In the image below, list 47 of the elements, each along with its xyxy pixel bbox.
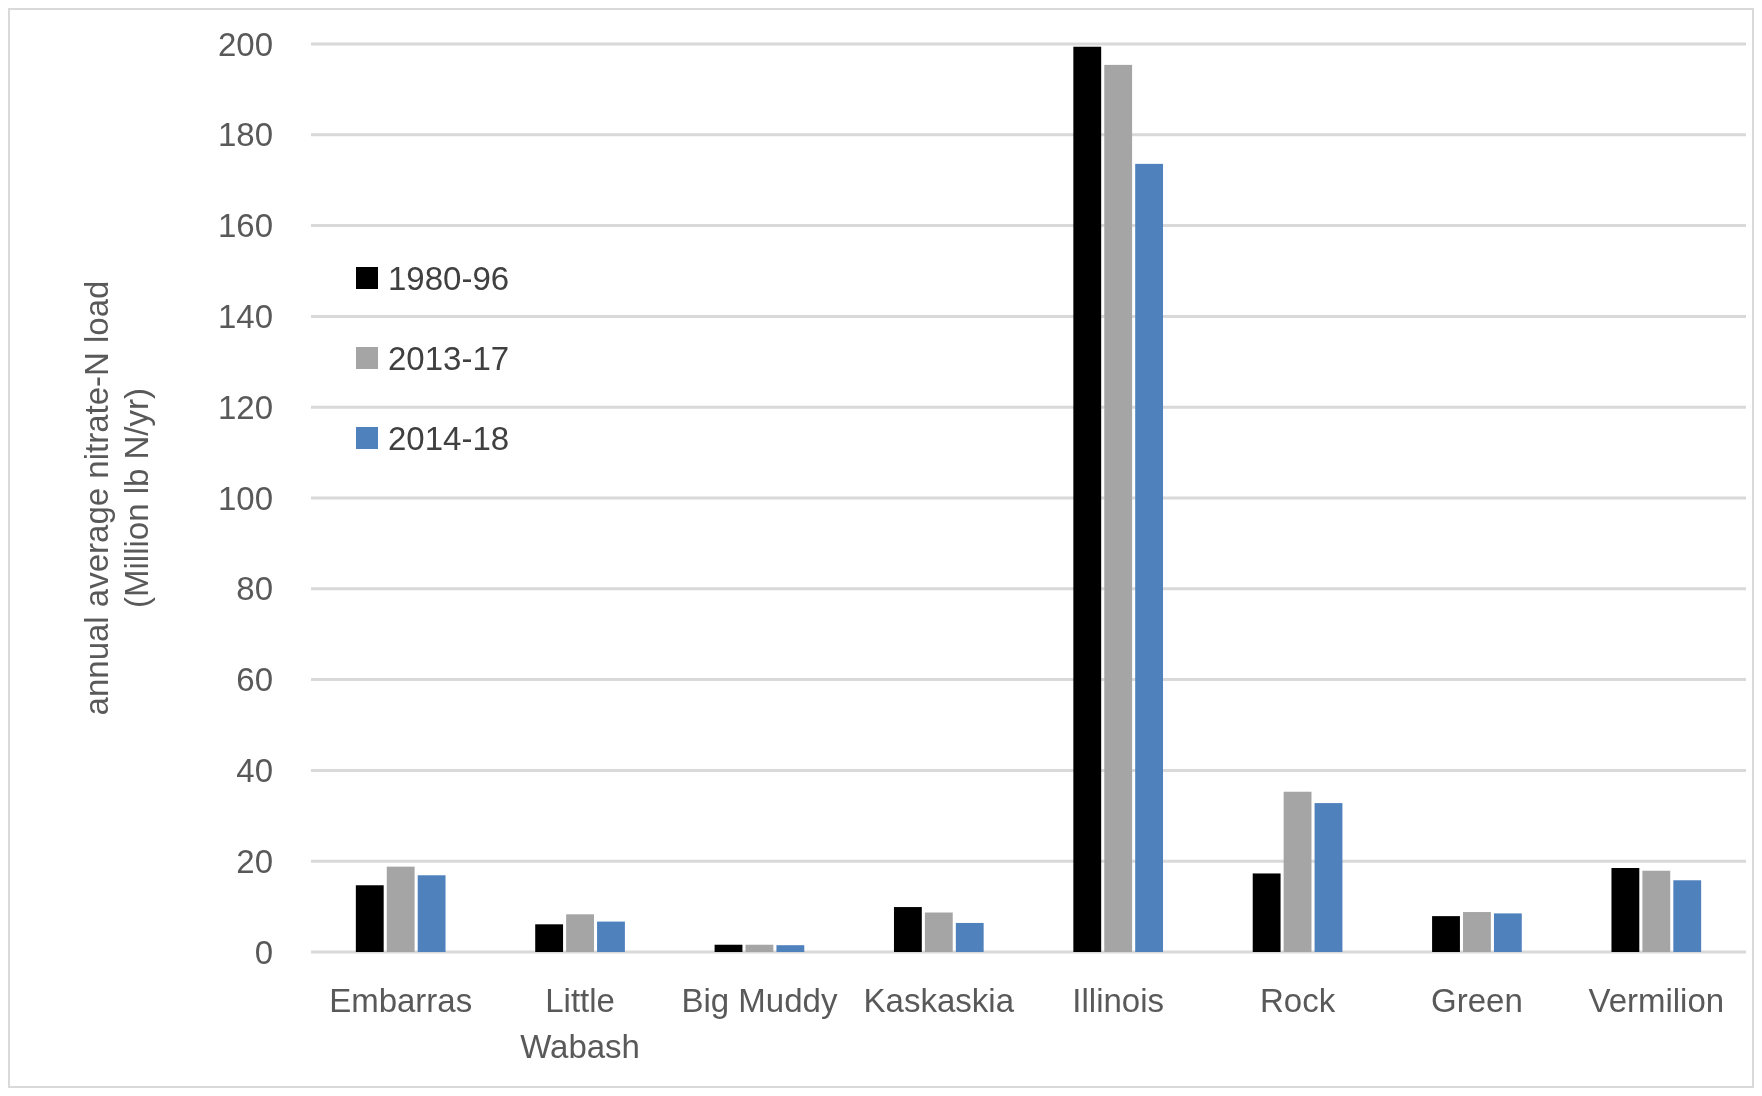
bar bbox=[1432, 916, 1460, 952]
y-tick-label: 0 bbox=[254, 933, 273, 971]
bar bbox=[714, 944, 743, 952]
bar bbox=[1283, 791, 1312, 952]
y-tick-label: 200 bbox=[217, 25, 273, 63]
y-tick-label: 140 bbox=[217, 297, 273, 335]
y-tick-label: 120 bbox=[217, 388, 273, 426]
y-tick-label: 20 bbox=[236, 842, 273, 880]
bar bbox=[597, 921, 625, 952]
bar bbox=[776, 945, 805, 952]
legend-label: 1980-96 bbox=[388, 259, 510, 297]
y-tick-label: 80 bbox=[236, 570, 273, 608]
bar bbox=[924, 912, 953, 952]
legend-label: 2013-17 bbox=[388, 339, 510, 377]
bar bbox=[386, 866, 415, 952]
x-tick-label: Embarras bbox=[329, 982, 473, 1019]
bar bbox=[955, 922, 984, 952]
bar bbox=[1493, 913, 1522, 952]
y-tick-label: 160 bbox=[217, 207, 273, 245]
x-tick-label: Green bbox=[1431, 982, 1523, 1019]
x-tick-label: Kaskaskia bbox=[863, 982, 1015, 1019]
bar bbox=[1135, 163, 1164, 952]
bar bbox=[1073, 46, 1102, 952]
bar bbox=[535, 924, 564, 952]
bar bbox=[417, 875, 446, 952]
y-axis-title: annual average nitrate-N load (Million lb N/yr) bbox=[78, 280, 155, 716]
bar bbox=[745, 944, 774, 952]
bar bbox=[1314, 803, 1343, 952]
bar bbox=[1642, 870, 1671, 952]
x-tick-label: Illinois bbox=[1072, 982, 1165, 1019]
bar bbox=[1673, 880, 1702, 952]
y-tick-label: 60 bbox=[236, 661, 273, 699]
x-tick-label: Vermilion bbox=[1588, 982, 1725, 1019]
bar bbox=[1611, 868, 1640, 952]
bar bbox=[355, 885, 384, 952]
x-tick-label: Rock bbox=[1259, 982, 1336, 1019]
bar bbox=[893, 907, 922, 952]
bar bbox=[566, 914, 594, 952]
x-tick-label: Big Muddy bbox=[681, 982, 838, 1019]
x-tick-label: Little Wabash bbox=[520, 982, 640, 1066]
legend-label: 2014-18 bbox=[388, 419, 510, 457]
y-tick-label: 100 bbox=[217, 479, 273, 517]
y-tick-label: 40 bbox=[236, 751, 273, 789]
bar bbox=[1463, 912, 1491, 952]
bar bbox=[1252, 873, 1281, 952]
y-tick-label: 180 bbox=[217, 116, 273, 154]
bar bbox=[1104, 64, 1133, 952]
